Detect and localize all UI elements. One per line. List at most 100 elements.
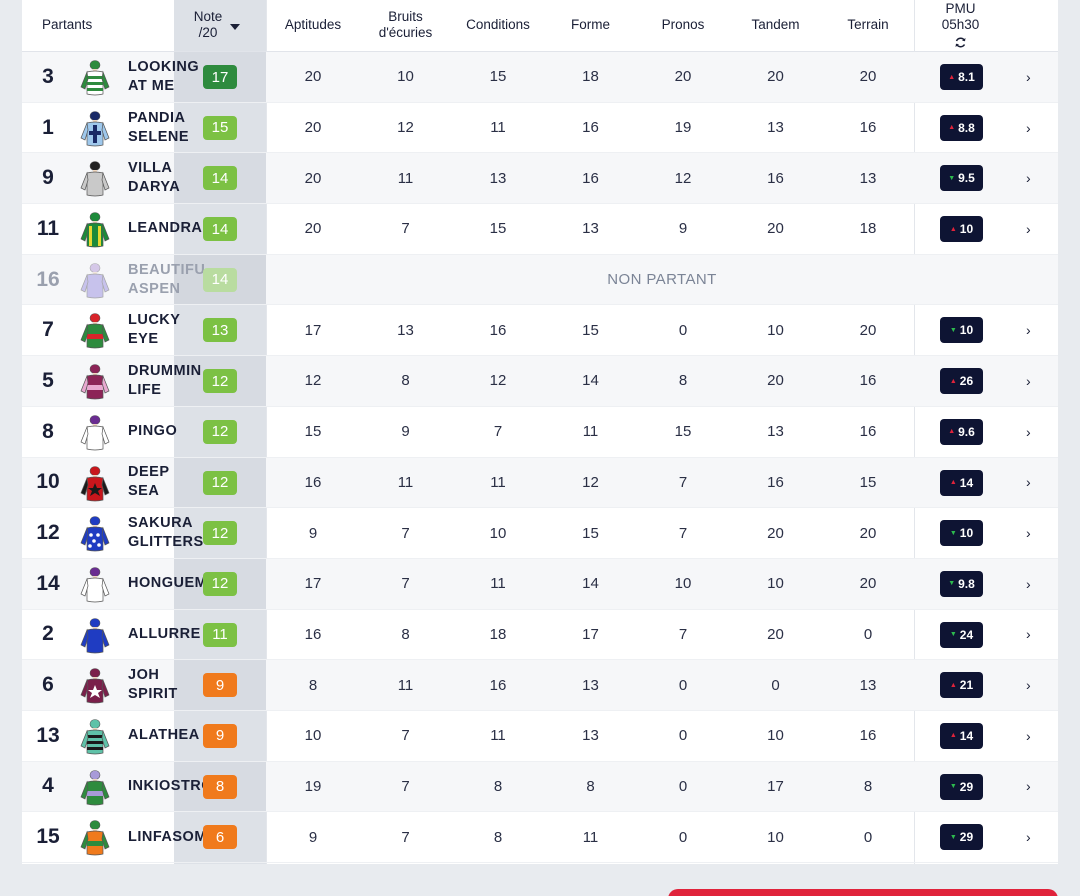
runner-name[interactable]: LEANDRA: [128, 220, 203, 237]
runner-name[interactable]: LINFASOME: [128, 828, 206, 845]
header-note-line2[interactable]: /20: [198, 25, 218, 40]
odds-value: 9.8: [958, 576, 975, 591]
pmu-odds-badge[interactable]: ▲ 8.1: [940, 64, 983, 90]
header-note-line1[interactable]: Note: [193, 9, 223, 24]
pmu-odds-badge[interactable]: ▼ 10: [940, 520, 983, 547]
runner-name[interactable]: PINGO: [128, 423, 178, 440]
table-row[interactable]: 12 SAKURA GLITTERS 12 9 7 10 15 7 20 20 ▼ 10 ›: [22, 508, 1058, 559]
chevron-right-icon[interactable]: ›: [1026, 220, 1031, 237]
divider: [266, 0, 267, 864]
pmu-odds-badge[interactable]: ▼ 9.8: [940, 570, 983, 597]
table-row[interactable]: 6 JOH SPIRIT 9 8 11 16 13 0 0 13 ▲ 21 ›: [22, 660, 1058, 711]
cell-conditions: 13: [489, 169, 507, 187]
odds-value: 10: [959, 526, 974, 541]
cell-pronos: 0: [678, 777, 688, 795]
header-pmu-line2[interactable]: 05h30: [941, 17, 980, 32]
chevron-right-icon[interactable]: ›: [1026, 677, 1031, 694]
runner-name[interactable]: PANDIA SELENE: [128, 109, 190, 145]
pmu-odds-badge[interactable]: ▼ 10: [940, 317, 983, 344]
table-row[interactable]: 7 LUCKY EYE 13 17 13 16 15 0 10 20 ▼ 10 ›: [22, 305, 1058, 357]
runner-name[interactable]: DEEP SEA: [128, 464, 170, 500]
header-aptitudes[interactable]: Aptitudes: [284, 17, 342, 32]
pmu-odds-badge[interactable]: ▲ 9.6: [940, 418, 983, 445]
header-pmu-line1[interactable]: PMU: [945, 1, 976, 16]
table-row[interactable]: 13 ALATHEA 9 10 7 11 13 0 10 16 ▲ 14 ›: [22, 710, 1058, 762]
table-row[interactable]: 4 INKIOSTRO 8 19 7 8 8 0 17 8 ▼ 29 ›: [22, 761, 1058, 813]
chevron-right-icon[interactable]: ›: [1026, 525, 1031, 542]
table-row[interactable]: 3 LOOKING AT ME 17 20 10 15 18 20 20 20 ▲ 8.1 ›: [22, 52, 1058, 103]
header-forme[interactable]: Forme: [570, 17, 610, 32]
chevron-right-icon[interactable]: ›: [1026, 474, 1031, 491]
sort-desc-icon[interactable]: [230, 24, 240, 30]
odds-value: 8.1: [958, 70, 975, 84]
header-bruits-line2[interactable]: d'écuries: [378, 25, 433, 40]
runner-name[interactable]: INKIOSTRO: [128, 777, 206, 794]
chevron-right-icon[interactable]: ›: [1026, 626, 1031, 643]
table-row[interactable]: 1 PANDIA SELENE 15 20 12 11 16 19 13 16 ▲ 8.8 ›: [22, 102, 1058, 154]
odds-value: 26: [959, 374, 974, 389]
pmu-odds-badge[interactable]: ▼ 29: [940, 824, 983, 851]
table-row[interactable]: 9 VILLA DARYA 14 20 11 13 16 12 16 13 ▼ 9.5 ›: [22, 153, 1058, 205]
jockey-silk-icon: [78, 769, 112, 807]
header-tandem[interactable]: Tandem: [751, 17, 800, 32]
runner-name[interactable]: LOOKING AT ME: [128, 58, 200, 94]
cell-forme: 18: [582, 68, 599, 86]
pmu-odds-badge[interactable]: ▲ 14: [940, 469, 983, 496]
cell-bruits: 8: [401, 372, 410, 390]
refresh-icon[interactable]: [954, 36, 967, 49]
table-row[interactable]: 11 LEANDRA 14 20 7 15 13 9 20 18 ▲ 10 ›: [22, 204, 1058, 255]
odds-value: 14: [959, 475, 974, 490]
chevron-right-icon[interactable]: ›: [1026, 829, 1031, 846]
table-row[interactable]: 10 DEEP SEA 12 16 11 11 12 7 16 15 ▲ 14 ›: [22, 457, 1058, 509]
header-pronos[interactable]: Pronos: [661, 17, 705, 32]
pmu-odds-badge[interactable]: ▲ 26: [940, 368, 983, 395]
table-row[interactable]: 8 PINGO 12 15 9 7 11 15 13 16 ▲ 9.6 ›: [22, 406, 1058, 458]
trend-up-icon: ▲: [949, 225, 957, 233]
chevron-right-icon[interactable]: ›: [1026, 119, 1031, 136]
cell-tandem: 20: [767, 524, 784, 542]
pmu-odds-badge[interactable]: ▼ 29: [940, 773, 983, 800]
table-row[interactable]: 15 LINFASOME6 9 7 8 11 0 10 0 ▼29 ›: [22, 812, 1058, 863]
pmu-odds-badge[interactable]: ▲ 8.8: [940, 114, 983, 141]
table-row[interactable]: 5 DRUMMIN LIFE 12 12 8 12 14 8 20 16 ▲ 26 ›: [22, 356, 1058, 407]
header-conditions[interactable]: Conditions: [466, 17, 530, 32]
runner-name[interactable]: JOH SPIRIT: [128, 667, 178, 703]
cell-tandem: 10: [767, 575, 784, 593]
chevron-right-icon[interactable]: ›: [1026, 778, 1031, 795]
pmu-odds-badge[interactable]: ▲ 10: [940, 216, 983, 243]
pmu-odds-badge[interactable]: ▲ 14: [940, 722, 983, 749]
runner-name[interactable]: LUCKY EYE: [128, 312, 181, 348]
pmu-odds-badge[interactable]: ▼ 9.5: [940, 165, 983, 192]
chevron-right-icon[interactable]: ›: [1026, 423, 1031, 440]
runners-table: Partants Note /20 Aptitudes Bruits d'écu…: [22, 0, 1058, 864]
runner-number: 13: [36, 723, 60, 747]
cell-tandem: 13: [767, 423, 784, 441]
chevron-right-icon[interactable]: ›: [1026, 170, 1031, 187]
header-bruits-line1[interactable]: Bruits: [388, 9, 423, 24]
chevron-right-icon[interactable]: ›: [1026, 727, 1031, 744]
note-badge: 9: [203, 673, 237, 698]
chevron-right-icon[interactable]: ›: [1026, 575, 1031, 592]
table-row[interactable]: 2 ALLURRE 11 16 8 18 17 7 20 0 ▼ 24 ›: [22, 609, 1058, 661]
bottom-action-button[interactable]: [668, 889, 1058, 896]
runner-name[interactable]: ALLURRE: [128, 625, 201, 642]
runner-name[interactable]: VILLA DARYA: [128, 160, 181, 196]
chevron-right-icon[interactable]: ›: [1026, 372, 1031, 389]
header-terrain[interactable]: Terrain: [847, 17, 889, 32]
cell-aptitudes: 20: [304, 119, 322, 137]
note-badge: 17: [203, 65, 237, 89]
chevron-right-icon[interactable]: ›: [1026, 322, 1031, 339]
cell-pronos: 10: [674, 575, 692, 593]
chevron-right-icon[interactable]: ›: [1026, 68, 1031, 85]
cell-pronos: 20: [674, 68, 692, 86]
pmu-odds-badge[interactable]: ▼ 24: [940, 621, 983, 648]
runner-name[interactable]: SAKURA GLITTERS: [128, 515, 204, 551]
runner-name[interactable]: BEAUTIFUL ASPEN: [128, 261, 206, 297]
runner-name[interactable]: ALATHEA: [128, 727, 200, 744]
pmu-odds-badge[interactable]: ▲ 21: [940, 672, 983, 699]
table-row[interactable]: 14 HONGUEM 12 17 7 11 14 10 10 20 ▼ 9.8 ›: [22, 558, 1058, 610]
runner-name[interactable]: HONGUEM: [128, 575, 206, 592]
cell-tandem: 10: [767, 321, 784, 339]
runner-name[interactable]: DRUMMIN LIFE: [128, 362, 202, 398]
cell-forme: 16: [582, 169, 599, 187]
